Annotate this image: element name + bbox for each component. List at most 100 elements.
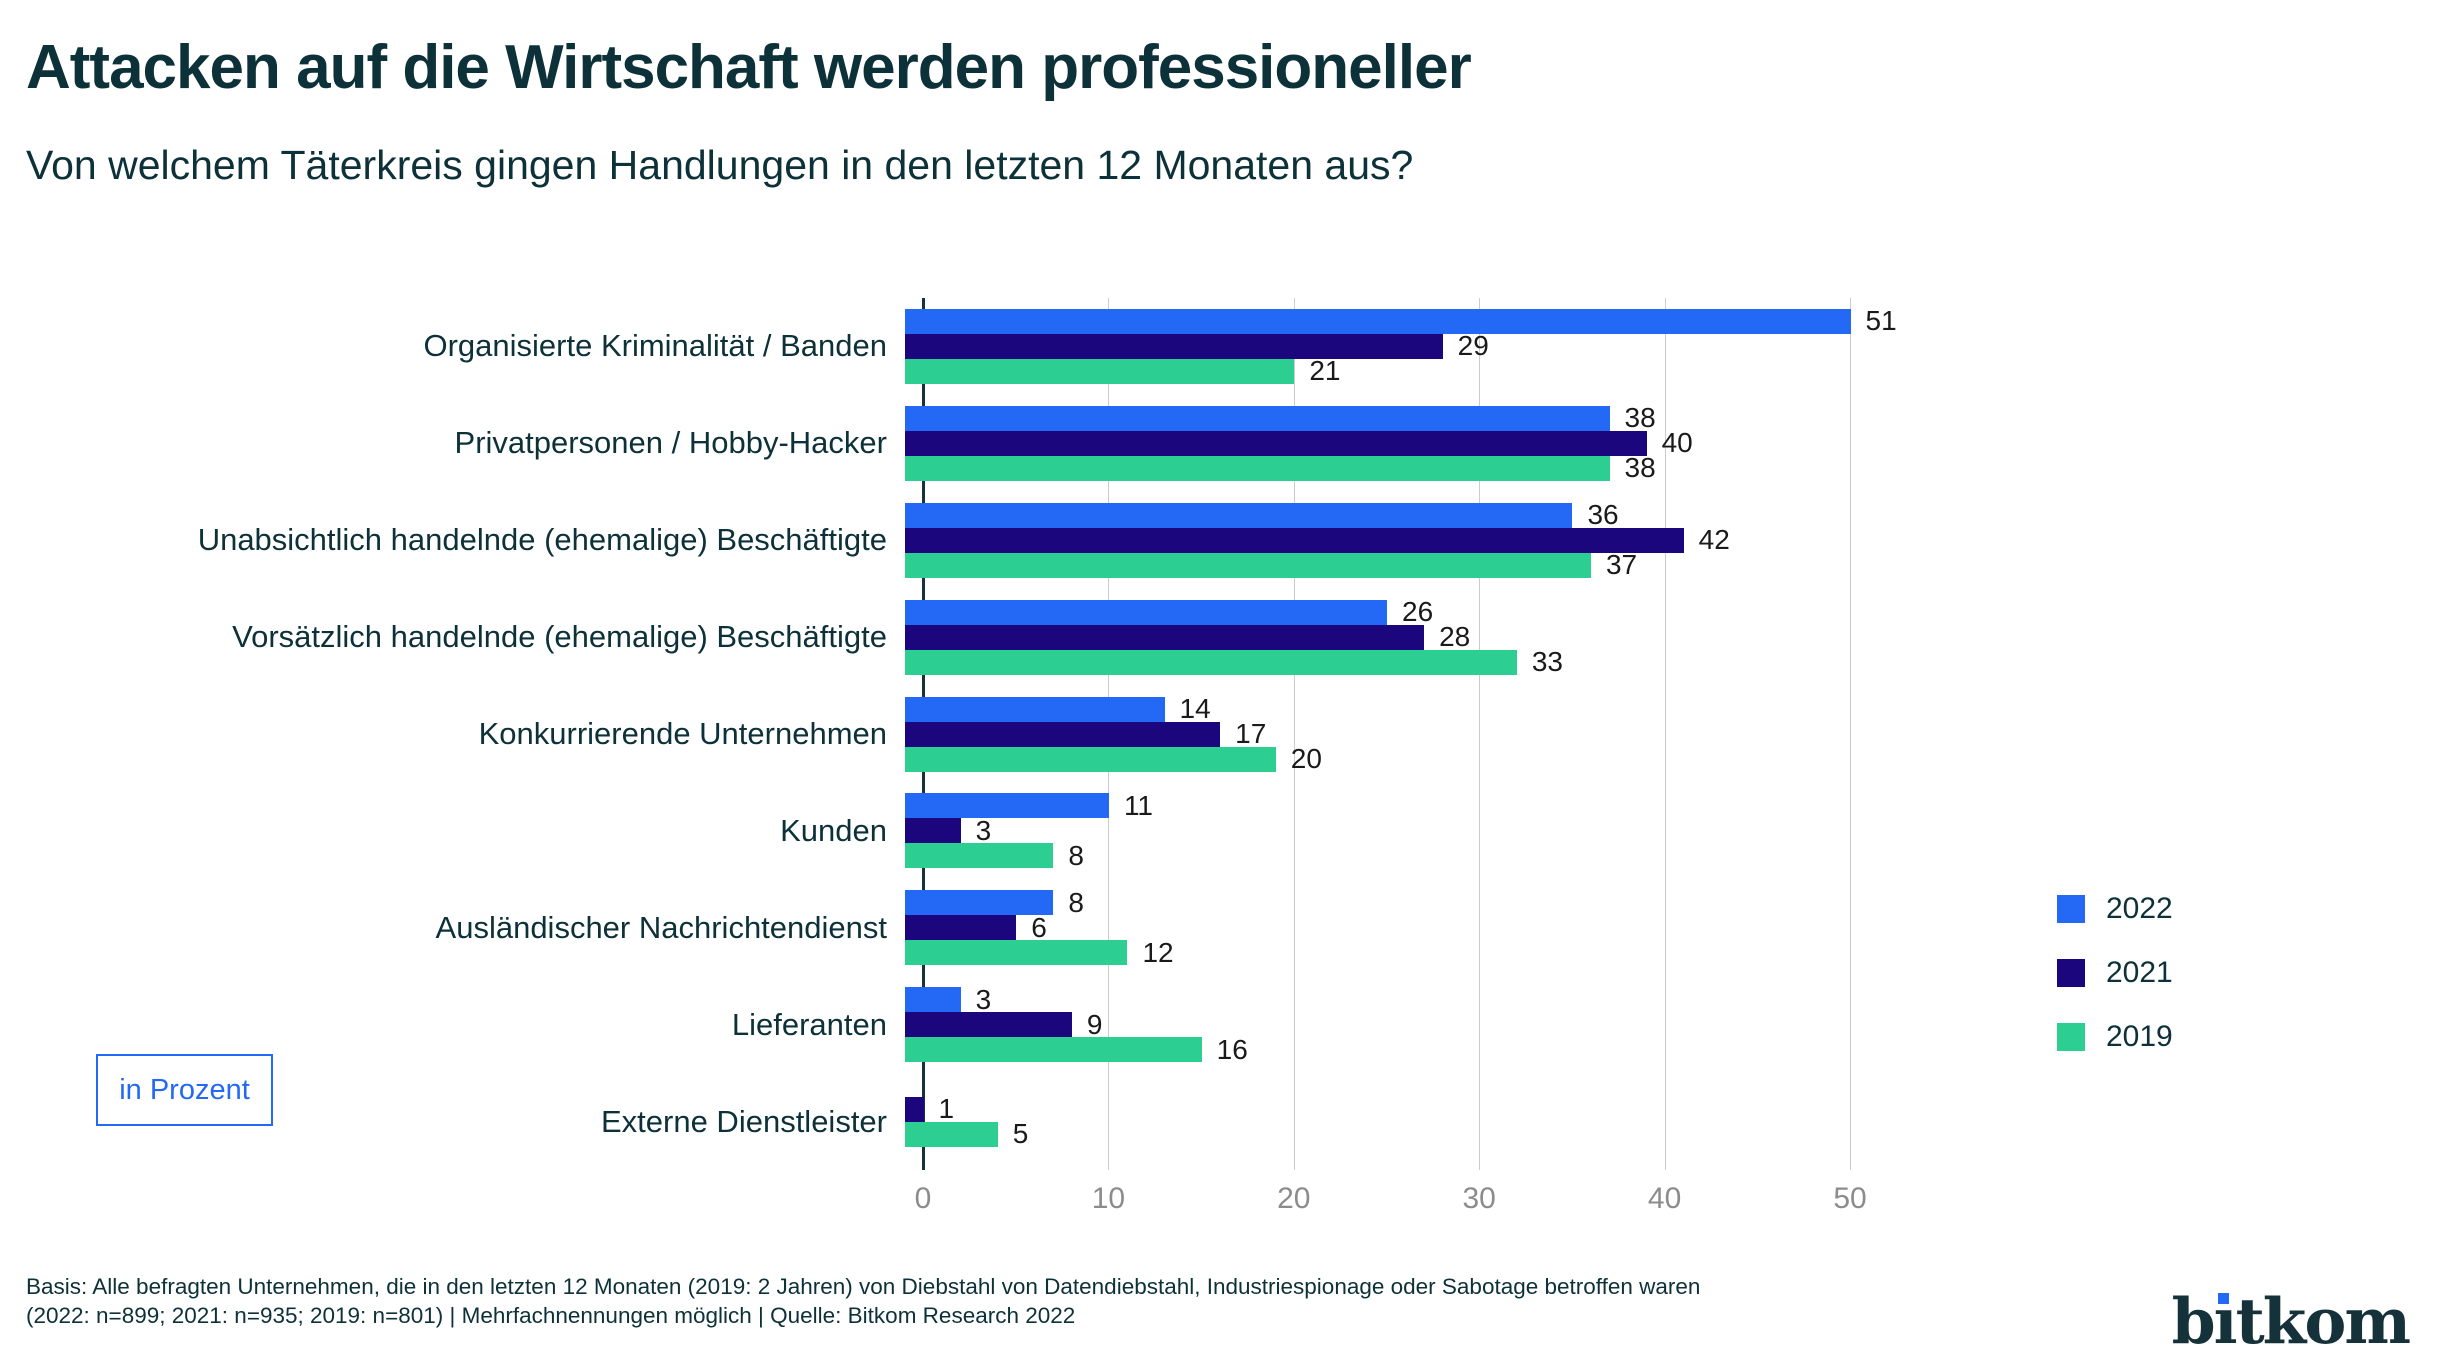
bar-line: 33 <box>905 646 2105 677</box>
bar-line: 42 <box>905 524 2105 555</box>
bar-2021 <box>905 818 961 844</box>
chart-row: Privatpersonen / Hobby-Hacker 38 40 38 <box>0 395 2437 492</box>
bar-value-label: 6 <box>1031 911 1047 943</box>
legend-swatch-2019 <box>2057 1023 2085 1051</box>
chart-row: Vorsätzlich handelnde (ehemalige) Beschä… <box>0 589 2437 686</box>
category-label: Kunden <box>0 782 905 879</box>
legend-swatch-2022 <box>2057 895 2085 923</box>
chart-row: Organisierte Kriminalität / Banden 51 29 21 <box>0 298 2437 395</box>
bar-2021 <box>905 430 1647 456</box>
legend-swatch-2021 <box>2057 959 2085 987</box>
bar-group: 26 28 33 <box>905 589 2105 686</box>
bar-value-label: 11 <box>1123 789 1154 821</box>
bar-chart: Organisierte Kriminalität / Banden 51 29 21… <box>0 298 2437 1170</box>
bar-line: 16 <box>905 1034 2105 1065</box>
chart-row: Kunden 11 3 8 <box>0 782 2437 879</box>
bar-value-label: 3 <box>975 983 992 1015</box>
bar-line: 38 <box>905 402 2105 433</box>
bar-value-label: 16 <box>1216 1033 1248 1065</box>
bar-2022 <box>905 599 1388 625</box>
page-title: Attacken auf die Wirtschaft werden profe… <box>26 33 1472 102</box>
bar-line: 14 <box>905 693 2105 724</box>
bar-line: 37 <box>905 549 2105 580</box>
gridline <box>1479 298 1481 1170</box>
legend-label: 2021 <box>2106 956 2173 989</box>
bar-line: 21 <box>905 355 2105 386</box>
category-label: Unabsichtlich handelnde (ehemalige) Besc… <box>0 492 905 589</box>
page-subtitle: Von welchem Täterkreis gingen Handlungen… <box>26 142 1414 188</box>
x-tick-label: 50 <box>1833 1182 1867 1215</box>
bar-2021 <box>905 1012 1072 1038</box>
legend-item-2021: 2021 <box>2057 956 2173 990</box>
bar-value-label: 12 <box>1142 936 1174 968</box>
bar-value-label: 8 <box>1068 886 1084 918</box>
bar-2021 <box>905 527 1684 553</box>
x-tick-label: 20 <box>1277 1182 1311 1215</box>
bar-value-label: 38 <box>1624 452 1656 484</box>
legend-label: 2022 <box>2106 892 2173 925</box>
category-label-text: Vorsätzlich handelnde (ehemalige) Beschä… <box>232 619 887 655</box>
bar-value-label: 8 <box>1068 839 1084 871</box>
bar-line: 8 <box>905 840 2105 871</box>
bar-2022 <box>905 890 1054 916</box>
chart-row: Konkurrierende Unternehmen 14 17 20 <box>0 686 2437 783</box>
bar-2022 <box>905 793 1109 819</box>
bar-group: 3 9 16 <box>905 976 2105 1073</box>
bar-2019 <box>905 552 1591 578</box>
chart-row: Lieferanten 3 9 16 <box>0 976 2437 1073</box>
bar-value-label: 17 <box>1235 718 1267 749</box>
category-label: Lieferanten <box>0 976 905 1073</box>
category-label-text: Externe Dienstleister <box>600 1103 887 1139</box>
bar-group: 51 29 21 <box>905 298 2105 395</box>
bar-2022 <box>905 696 1165 722</box>
bar-line: 5 <box>905 1118 2105 1149</box>
category-label: Organisierte Kriminalität / Banden <box>0 298 905 395</box>
x-axis-ticks: 0 10 20 30 40 50 <box>915 1182 1933 1222</box>
legend-item-2022: 2022 <box>2057 892 2173 926</box>
bar-value-label: 26 <box>1402 596 1434 628</box>
bar-2021 <box>905 624 1425 650</box>
bar-line: 26 <box>905 596 2105 627</box>
bar-value-label: 42 <box>1698 524 1730 556</box>
bar-2019 <box>905 746 1276 772</box>
category-label-text: Organisierte Kriminalität / Banden <box>423 328 887 364</box>
x-tick-label: 40 <box>1647 1182 1682 1215</box>
x-tick-label: 0 <box>914 1182 932 1215</box>
bar-2022 <box>905 987 961 1013</box>
bar-group: 14 17 20 <box>905 686 2105 783</box>
category-label: Ausländischer Nachrichtendienst <box>0 879 905 976</box>
bar-value-label: 36 <box>1587 499 1619 531</box>
bar-value-label: 20 <box>1290 743 1322 774</box>
bar-line: 40 <box>905 427 2105 458</box>
bar-value-label: 51 <box>1865 305 1897 337</box>
category-label-text: Privatpersonen / Hobby-Hacker <box>454 425 887 461</box>
category-label-text: Lieferanten <box>731 1006 887 1042</box>
x-tick-label: 30 <box>1462 1182 1496 1215</box>
bar-value-label: 9 <box>1086 1008 1103 1040</box>
bar-2021 <box>905 333 1443 359</box>
bar-line: 8 <box>905 887 2105 918</box>
bar-value-label: 40 <box>1661 427 1693 459</box>
bar-line: 3 <box>905 815 2105 846</box>
category-label-text: Ausländischer Nachrichtendienst <box>435 909 887 945</box>
x-tick-label: 10 <box>1091 1182 1126 1215</box>
legend-item-2019: 2019 <box>2057 1020 2173 1054</box>
bar-value-label: 5 <box>1012 1118 1029 1150</box>
bar-group: 38 40 38 <box>905 395 2105 492</box>
bar-value-label: 3 <box>975 814 992 846</box>
category-label-text: Kunden <box>780 812 887 848</box>
legend: 2022 2021 2019 <box>2057 892 2173 1084</box>
bar-2019 <box>905 843 1054 869</box>
bar-value-label: 29 <box>1457 330 1489 362</box>
category-label-text: Unabsichtlich handelnde (ehemalige) Besc… <box>197 522 887 558</box>
bar-group: 36 42 37 <box>905 492 2105 589</box>
footer-line-1: Basis: Alle befragten Unternehmen, die i… <box>26 1274 1701 1299</box>
bar-2022 <box>905 308 1851 334</box>
bar-2021 <box>905 1096 924 1122</box>
category-label: Privatpersonen / Hobby-Hacker <box>0 395 905 492</box>
chart-row: Externe Dienstleister 1 5 <box>0 1073 2437 1170</box>
unit-label: in Prozent <box>119 1073 250 1106</box>
category-label: Vorsätzlich handelnde (ehemalige) Beschä… <box>0 589 905 686</box>
bar-line: 9 <box>905 1009 2105 1040</box>
logo-letters-rest: tkom <box>2235 1284 2411 1358</box>
